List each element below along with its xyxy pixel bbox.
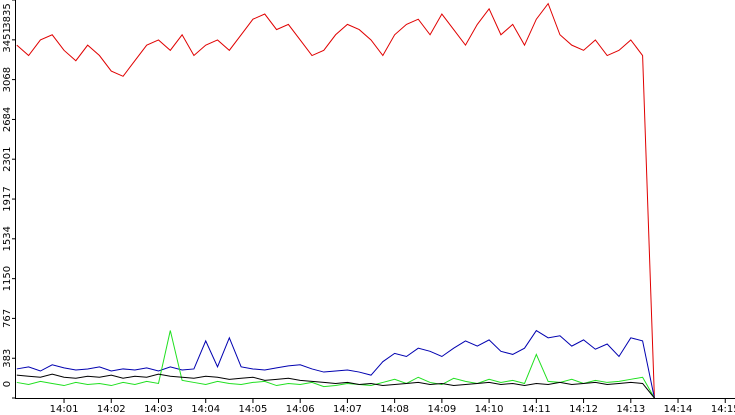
series-line: [16, 2, 655, 399]
x-tick-label: 14:04: [191, 404, 220, 415]
y-tick-label: 1917: [2, 186, 13, 211]
y-tick-label: 1150: [2, 266, 13, 291]
y-tick-label: 2301: [2, 146, 13, 171]
x-tick-label: 14:13: [616, 404, 645, 415]
x-tick-label: 14:14: [664, 404, 693, 415]
x-tick-label: 14:09: [427, 404, 456, 415]
x-tick-label: 14:05: [239, 404, 268, 415]
y-tick-label: 383: [2, 349, 13, 368]
series-line: [16, 373, 655, 399]
y-tick-label: 3068: [2, 67, 13, 92]
x-tick-label: 14:02: [97, 404, 126, 415]
x-tick-label: 14:01: [50, 404, 79, 415]
y-tick-label: 1534: [2, 226, 13, 251]
x-tick-label: 14:03: [144, 404, 173, 415]
x-tick-label: 14:10: [475, 404, 504, 415]
x-tick-label: 14:11: [522, 404, 551, 415]
y-tick-label: 2684: [2, 107, 13, 132]
y-tick-label: 3835: [2, 3, 13, 28]
y-tick-label: 3451: [2, 27, 13, 52]
x-tick-label: 14:12: [569, 404, 598, 415]
series-line: [16, 329, 655, 399]
x-tick-label: 14:07: [333, 404, 362, 415]
x-tick-label: 14:08: [380, 404, 409, 415]
series-line: [16, 330, 655, 399]
y-tick-label: 767: [2, 309, 13, 328]
x-tick-label: 14:06: [286, 404, 315, 415]
x-tick-label: 14:15: [711, 404, 735, 415]
y-tick-label: 0: [2, 381, 13, 387]
